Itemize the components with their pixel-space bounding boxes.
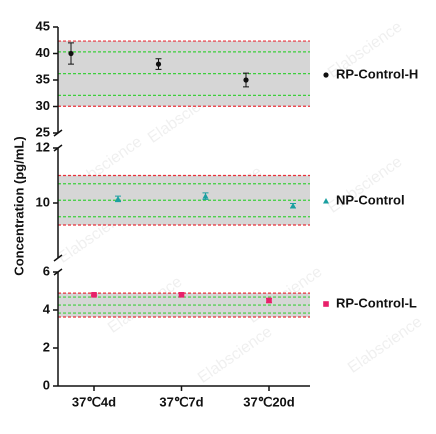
y-tick-label: 40 xyxy=(36,45,50,60)
legend-marker xyxy=(323,198,329,204)
y-tick-label: 10 xyxy=(36,194,50,209)
point xyxy=(178,292,185,298)
axis-break xyxy=(53,144,63,152)
y-tick-label: 4 xyxy=(43,301,51,316)
point xyxy=(155,61,162,67)
point xyxy=(243,77,249,83)
watermark: Elabscience xyxy=(345,313,426,376)
point xyxy=(91,292,97,298)
y-tick-label: 2 xyxy=(43,339,50,354)
y-tick-label: 45 xyxy=(36,18,50,33)
point xyxy=(290,202,296,209)
y-tick-label: 35 xyxy=(36,71,50,86)
legend-label: RP-Control-L xyxy=(336,295,417,310)
y-tick-label: 30 xyxy=(36,98,50,113)
y-axis-label: Concentration (pg/mL) xyxy=(11,136,26,275)
legend-label: RP-Control-H xyxy=(336,66,418,81)
x-tick-label: 37℃4d xyxy=(72,394,116,409)
x-tick-label: 37℃7d xyxy=(159,394,203,409)
y-tick-label: 25 xyxy=(36,124,50,139)
point xyxy=(202,193,209,199)
point xyxy=(68,50,74,57)
x-tick-label: 37℃20d xyxy=(243,394,295,409)
watermark: Elabscience xyxy=(195,323,276,386)
y-tick-label: 6 xyxy=(43,263,50,278)
axis-break xyxy=(53,254,63,262)
legend-marker xyxy=(323,72,329,78)
axis-break xyxy=(53,129,63,137)
point xyxy=(115,195,121,202)
y-tick-label: 0 xyxy=(43,377,50,392)
legend-label: NP-Control xyxy=(336,192,405,207)
axis-break xyxy=(53,268,63,276)
y-tick-label: 12 xyxy=(36,139,50,154)
point xyxy=(266,297,272,304)
legend-marker xyxy=(323,301,329,307)
